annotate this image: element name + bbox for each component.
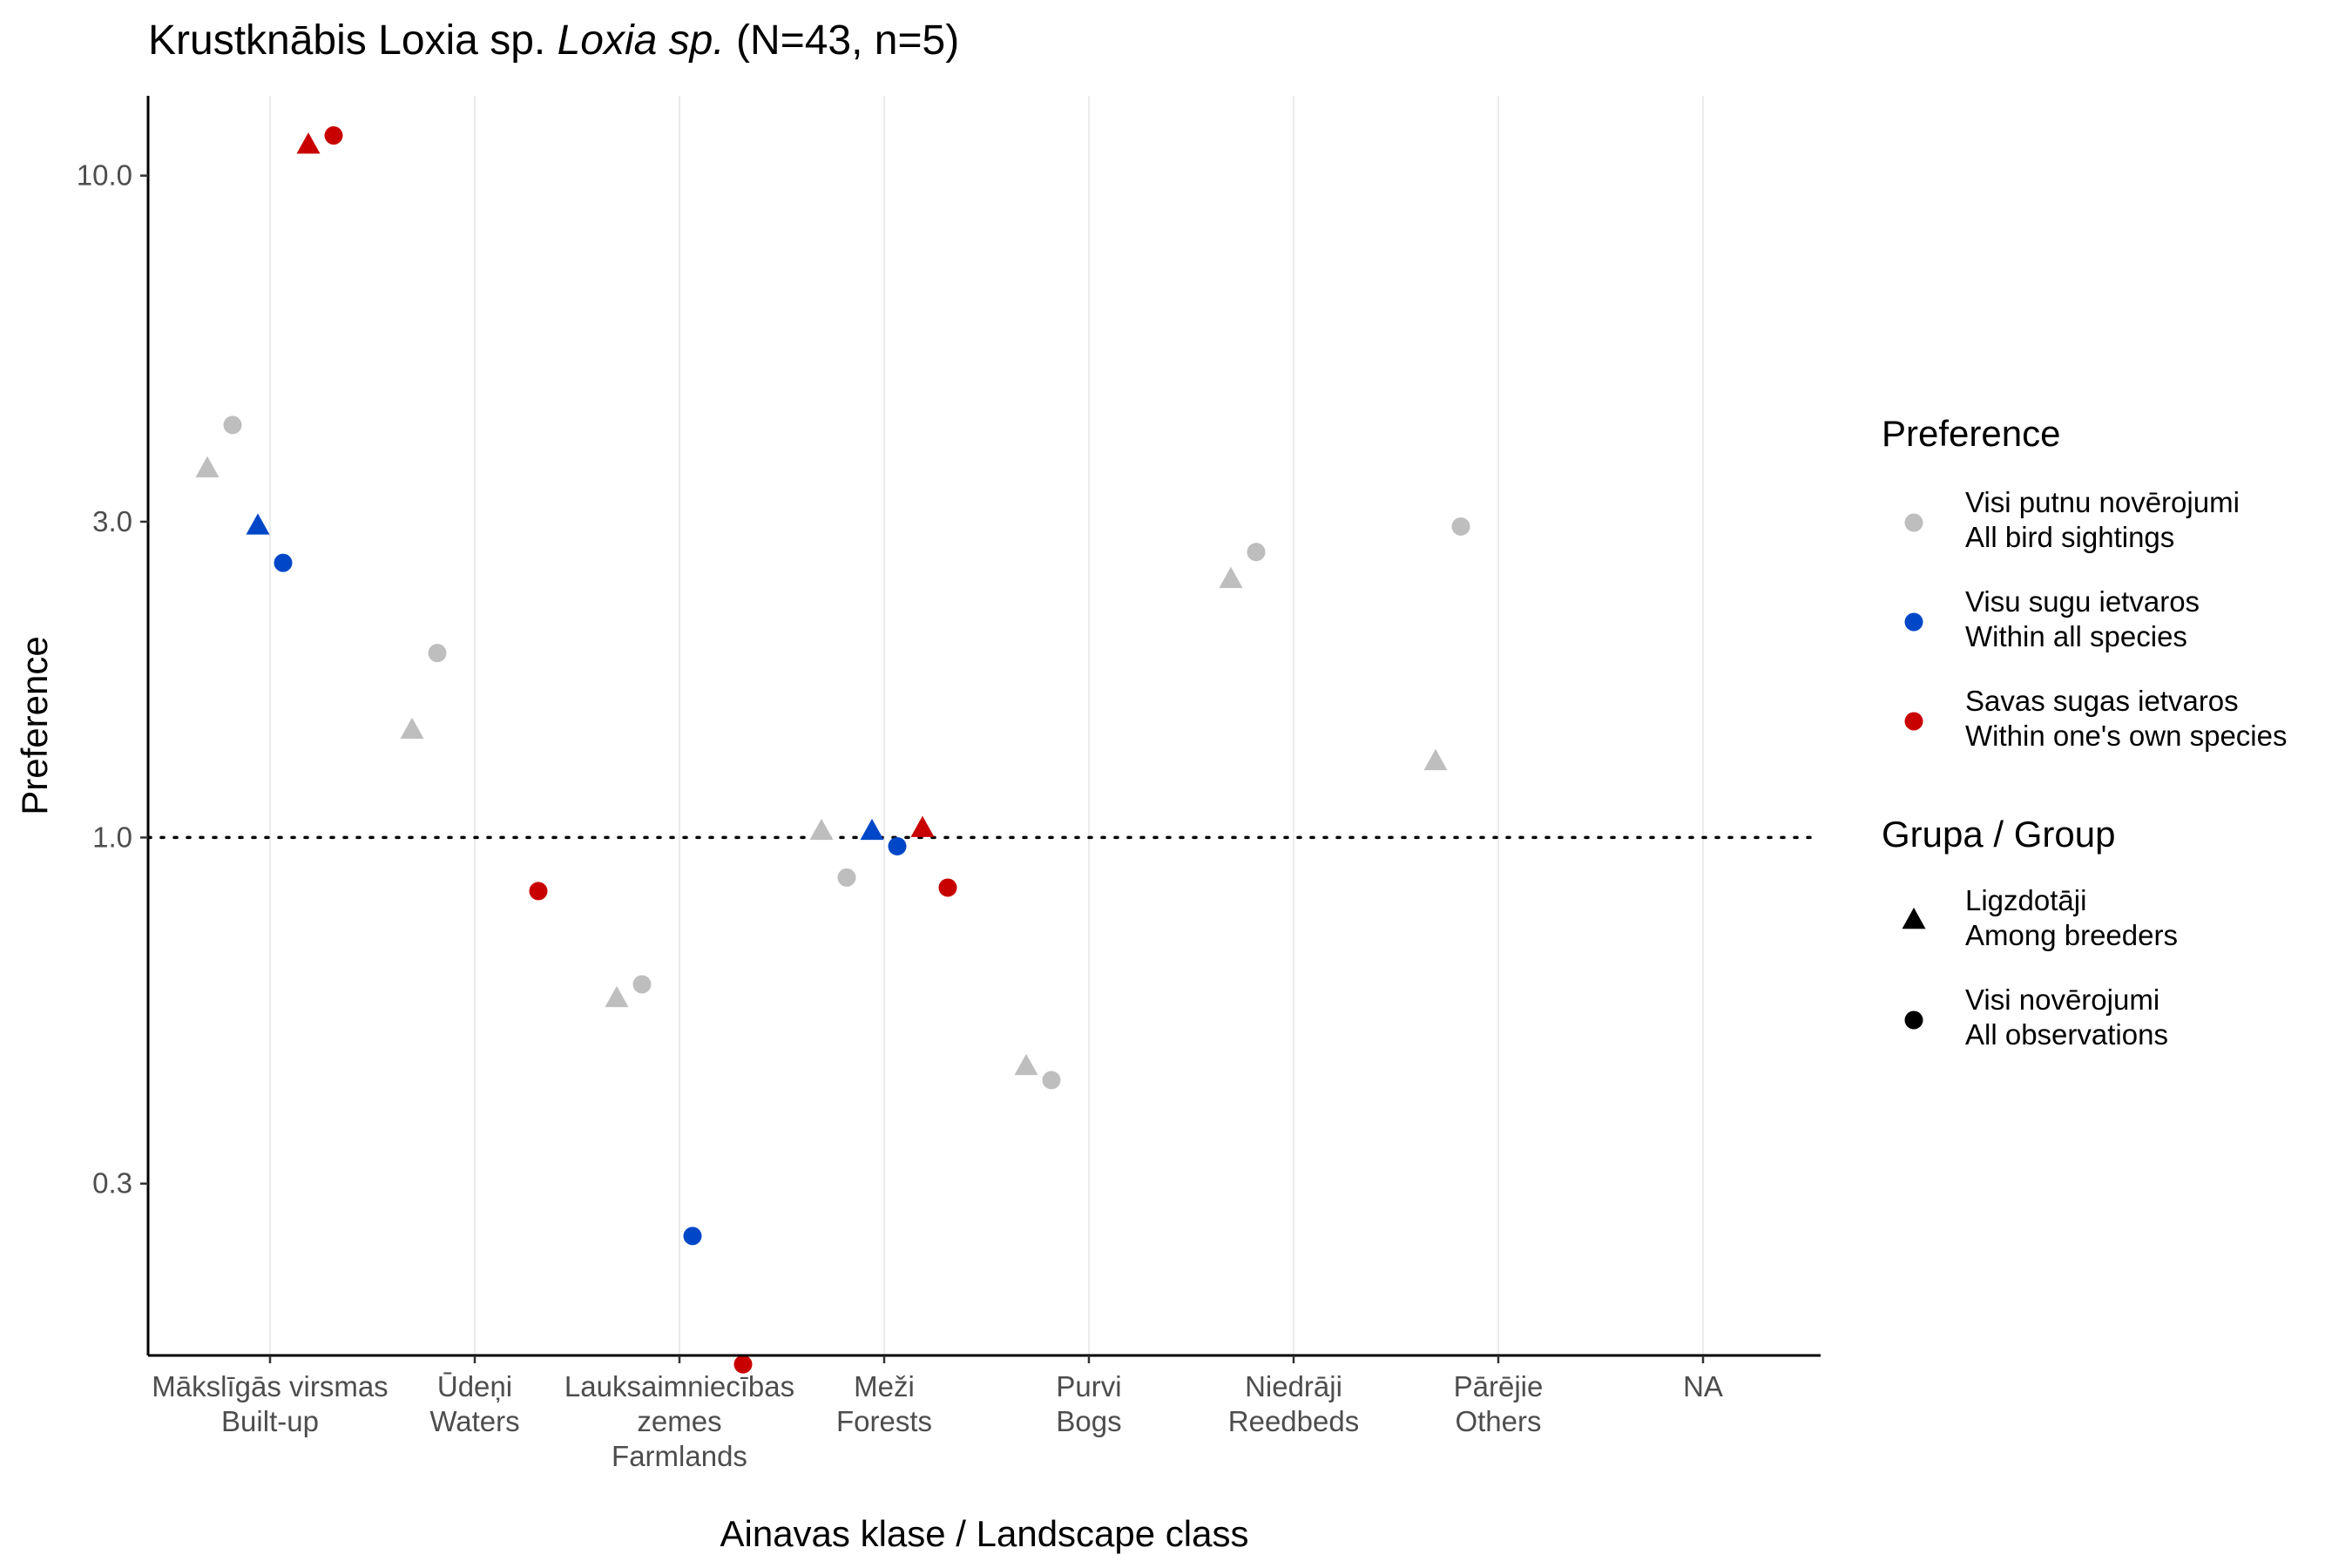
point-own-breeders-forests [910,815,935,837]
x-tick-label-builtup: Mākslīgās virsmas [152,1370,388,1402]
x-tick-label-waters: Waters [429,1405,519,1437]
point-all-breeders-reedbeds [1219,566,1243,588]
point-own-all-forests [938,878,957,897]
y-tick-label: 10.0 [77,159,132,192]
legend-label-group-breeders-en: Among breeders [1965,919,2178,951]
point-all-all-reedbeds [1247,543,1266,562]
point-species-all-forests [888,836,907,855]
legend-label-own-en: Within one's own species [1965,720,2287,752]
point-all-all-builtup [223,416,242,435]
legend-label-group-all-en: All observations [1965,1018,2168,1051]
point-all-all-forests [837,868,856,887]
point-all-all-others [1451,517,1470,536]
legend-label-all: Visi putnu novērojumi [1965,486,2240,518]
y-tick-label: 3.0 [92,505,132,537]
x-tick-label-forests: Forests [836,1405,932,1437]
point-species-breeders-builtup [246,513,270,535]
y-tick-label: 0.3 [92,1167,132,1200]
point-all-breeders-farmlands [605,985,629,1008]
legend-label-own: Savas sugas ietvaros [1965,685,2239,717]
legend-label-species: Visu sugu ietvaros [1965,585,2200,618]
x-tick-label-others: Pārējie [1454,1370,1544,1402]
point-species-breeders-forests [860,818,884,841]
chart-title-suffix: (N=43, n=5) [736,17,959,64]
chart-title: Krustknābis Loxia sp. Loxia sp. (N=43, n… [148,17,959,64]
x-tick-label-builtup: Built-up [221,1405,319,1437]
x-tick-label-others: Others [1455,1405,1541,1437]
legend-title-group: Grupa / Group [1882,814,2115,855]
legend-label-species-en: Within all species [1965,620,2187,652]
point-all-breeders-builtup [195,456,220,477]
legend-key-own [1904,712,1923,731]
x-axis-title: Ainavas klase / Landscape class [720,1513,1248,1554]
chart-title-italic: Loxia sp. [558,17,725,64]
point-own-breeders-builtup [296,132,321,154]
point-all-breeders-forests [809,818,834,841]
legend-title-preference: Preference [1882,413,2060,454]
point-own-all-waters [529,882,548,901]
point-own-all-builtup [324,125,343,145]
x-tick-label-farmlands: Lauksaimniecības [564,1370,794,1402]
legend-key-group-all [1904,1010,1923,1030]
legend-key-group-breeders [1902,907,1926,929]
x-tick-label-na: NA [1683,1370,1723,1402]
legend-label-all-en: All bird sightings [1965,521,2174,553]
x-tick-label-bogs: Bogs [1056,1405,1121,1437]
grid [269,96,1704,1355]
y-tick-label: 1.0 [92,821,132,853]
x-tick-label-farmlands: zemes [637,1405,721,1437]
x-tick-label-reedbeds: Reedbeds [1228,1405,1359,1437]
point-own-all-farmlands [733,1355,753,1374]
x-tick-label-forests: Meži [854,1370,915,1402]
legend-label-group-all: Visi novērojumi [1965,983,2159,1016]
y-axis-ticks: 0.3 1.0 3.0 10.0 [77,159,148,1200]
data-points [195,125,1470,1374]
point-all-all-farmlands [632,975,652,994]
point-species-all-farmlands [683,1227,702,1246]
point-all-all-waters [428,644,447,663]
point-all-breeders-bogs [1014,1053,1038,1076]
y-axis-title: Preference [14,636,55,814]
point-all-breeders-waters [400,717,424,740]
x-tick-label-reedbeds: Niedrāji [1245,1370,1342,1402]
legend-key-species [1904,612,1923,632]
legend-key-all [1904,513,1923,532]
point-all-breeders-others [1423,748,1448,771]
x-tick-label-bogs: Purvi [1056,1370,1121,1402]
x-tick-label-farmlands: Farmlands [612,1440,747,1472]
legend-label-group-breeders: Ligzdotāji [1965,884,2086,916]
point-species-all-builtup [274,553,293,572]
point-all-all-bogs [1042,1071,1061,1090]
chart-title-main: Krustknābis Loxia sp. [148,17,545,64]
x-tick-label-waters: Ūdeņi [437,1370,512,1402]
